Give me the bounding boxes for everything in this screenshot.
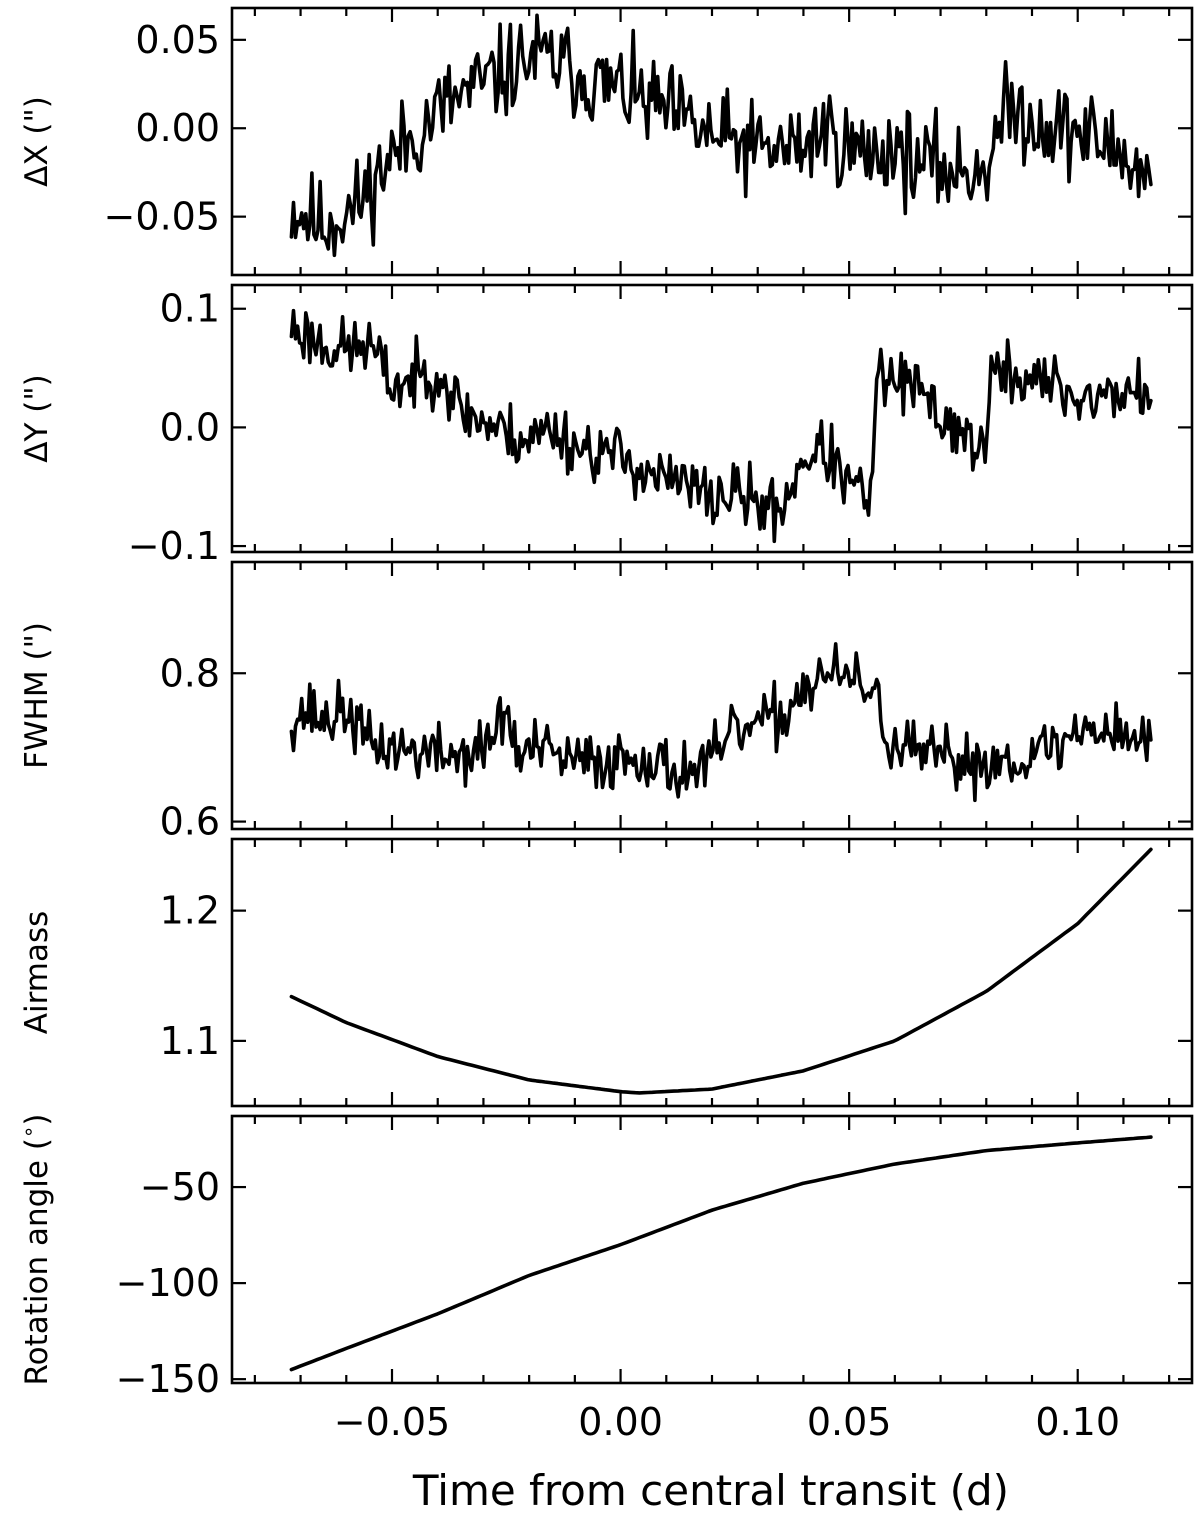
- x-tick-label: −0.05: [334, 1400, 450, 1444]
- panel-5: −150 −100 −50 Rotation angle (∘) −0.05 0.00 0.…: [16, 1113, 1194, 1444]
- panel-1: −0.05 0.00 0.05 ΔX ("): [19, 6, 1194, 277]
- y-axis-label: ΔY ("): [19, 374, 55, 462]
- x-tick-label: 0.05: [807, 1400, 892, 1444]
- y-tick-label: 0.1: [160, 287, 220, 331]
- y-axis-label: FWHM ("): [19, 622, 55, 769]
- series-line-panel-2: [289, 308, 1153, 544]
- series-line-panel-5: [289, 1135, 1153, 1372]
- y-tick-label: −0.05: [104, 195, 220, 239]
- series-line-panel-3: [289, 642, 1153, 803]
- y-tick-label: 0.0: [160, 405, 220, 449]
- y-tick-label: 0.05: [135, 18, 220, 62]
- panel-frame: [230, 1114, 1194, 1385]
- series-line-panel-4: [289, 847, 1153, 1095]
- y-tick-label: 0.6: [160, 800, 220, 844]
- x-tick-label: 0.00: [578, 1400, 663, 1444]
- x-tick-label: 0.10: [1035, 1400, 1120, 1444]
- x-axis-label: Time from central transit (d): [412, 1466, 1009, 1515]
- y-tick-label: −100: [116, 1261, 220, 1305]
- y-axis-label: Airmass: [19, 911, 55, 1035]
- y-tick-label: −0.1: [128, 524, 220, 568]
- y-tick-label: 1.1: [160, 1019, 220, 1063]
- y-axis-label: ΔX ("): [19, 96, 55, 187]
- y-tick-label: −150: [116, 1357, 220, 1401]
- y-tick-label: 0.8: [160, 651, 220, 695]
- panel-3: 0.6 0.8 FWHM ("): [19, 560, 1194, 844]
- panel-frame: [230, 560, 1194, 831]
- y-tick-label: 1.2: [160, 889, 220, 933]
- panel-frame: [230, 837, 1194, 1108]
- y-tick-label: 0.00: [135, 106, 220, 150]
- y-tick-label: −50: [140, 1165, 220, 1209]
- panel-2: −0.1 0.0 0.1 ΔY ("): [19, 283, 1194, 568]
- series-line-panel-1: [289, 13, 1153, 258]
- panel-4: 1.1 1.2 Airmass: [19, 837, 1194, 1108]
- y-axis-label: Rotation angle (∘): [16, 1113, 55, 1385]
